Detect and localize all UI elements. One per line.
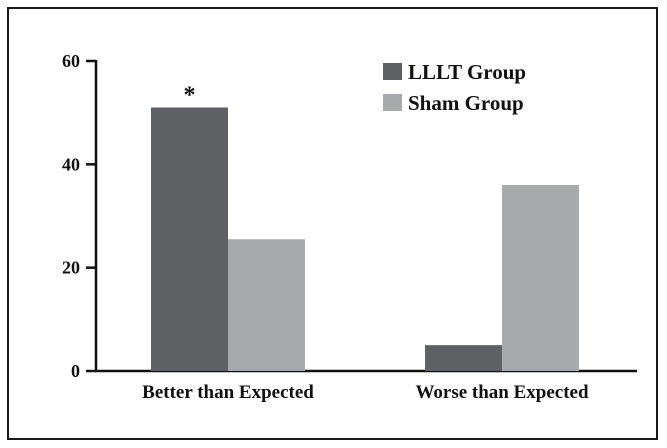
- legend-label-sham: Sham Group: [408, 91, 524, 115]
- significance-asterisk: *: [184, 83, 196, 109]
- bar-lllt-better: [151, 107, 228, 371]
- bar-sham-worse: [502, 185, 579, 371]
- bar-sham-better: [228, 239, 305, 371]
- legend-swatch-sham: [383, 94, 402, 111]
- bar-lllt-worse: [425, 345, 502, 371]
- x-category-label: Worse than Expected: [415, 382, 589, 403]
- y-tick-label: 0: [71, 361, 80, 381]
- y-tick-label: 20: [62, 258, 80, 278]
- x-category-label: Better than Expected: [142, 382, 314, 403]
- y-tick-label: 60: [62, 51, 80, 71]
- legend-label-lllt: LLLT Group: [408, 60, 526, 84]
- y-tick-label: 40: [62, 154, 80, 174]
- legend-swatch-lllt: [383, 63, 402, 80]
